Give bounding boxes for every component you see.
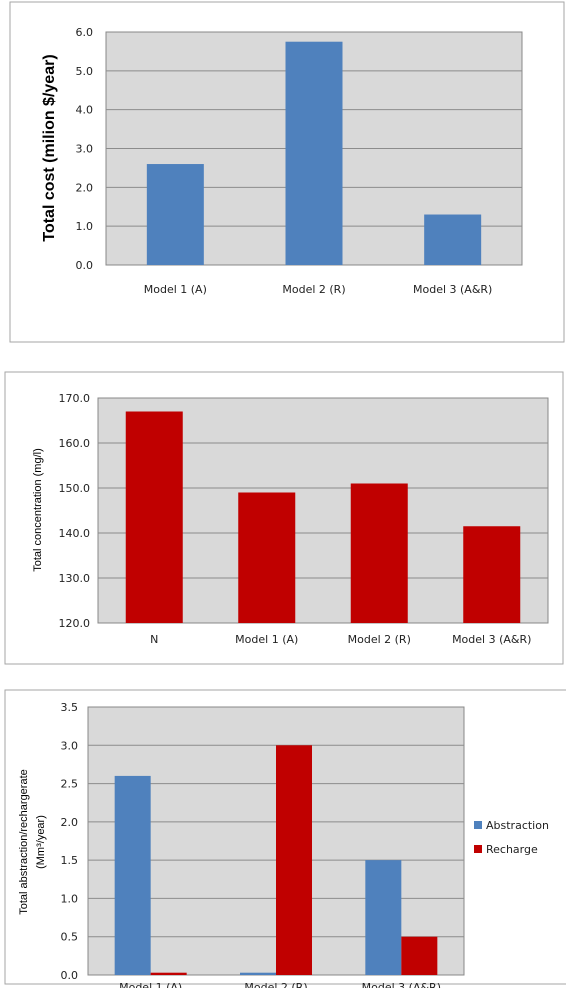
y-tick-label: 3.5 (61, 701, 79, 714)
x-category-label: Model 3 (A&R) (452, 633, 531, 646)
y-tick-label: 3.0 (76, 143, 94, 156)
y-tick-label: 2.0 (61, 816, 79, 829)
y-tick-label: 170.0 (59, 392, 91, 405)
bar (365, 860, 402, 975)
x-category-label: Model 3 (A&R) (362, 981, 441, 988)
y-tick-label: 120.0 (59, 617, 91, 630)
total-cost-chart: 0.0 1.0 2.0 3.0 4.0 5.0 6.0 Model 1 (A) Model 2… (9, 1, 565, 343)
y-tick-label: 160.0 (59, 437, 91, 450)
y-tick-label: 5.0 (76, 65, 94, 78)
total-concentration-chart: 120.0 130.0 140.0 150.0 160.0 170.0 N Model 1 … (4, 371, 564, 665)
y-tick-label: 0.0 (76, 259, 94, 272)
y-tick-label: 0.5 (61, 931, 79, 944)
x-category-label: Model 2 (R) (282, 283, 345, 296)
y-axis-label-line1: Total abstraction/rechargerate (18, 769, 30, 915)
legend: Abstraction Recharge (474, 819, 549, 856)
x-category-label: Model 1 (A) (235, 633, 298, 646)
bar (463, 526, 521, 623)
abstraction-recharge-chart: 0.0 0.5 1.0 1.5 2.0 2.5 3.0 3.5 Model 1 (A) Mode… (4, 689, 566, 988)
x-category-label: Model 2 (R) (348, 633, 411, 646)
bar (150, 972, 187, 975)
y-tick-label: 1.0 (76, 220, 94, 233)
x-category-label: Model 1 (A) (144, 283, 207, 296)
y-tick-label: 6.0 (76, 26, 94, 39)
legend-label-recharge: Recharge (486, 843, 538, 856)
y-tick-label: 140.0 (59, 527, 91, 540)
y-axis-label: Total cost (milion $/year) (41, 54, 58, 241)
y-axis-label: Total concentration (mg/l) (32, 448, 44, 572)
bar (240, 972, 276, 975)
y-tick-label: 4.0 (76, 104, 94, 117)
bar (125, 411, 183, 623)
legend-swatch-recharge (474, 845, 482, 853)
bar (238, 492, 296, 623)
x-category-label: Model 2 (R) (244, 981, 307, 988)
x-category-label: Model 3 (A&R) (413, 283, 492, 296)
y-tick-label: 0.0 (61, 969, 79, 982)
bar (424, 214, 482, 265)
y-tick-label: 2.0 (76, 181, 94, 194)
bar (276, 745, 312, 975)
bar (350, 483, 408, 623)
y-axis-label-line2: (Mm³/year) (35, 815, 47, 869)
y-tick-label: 3.0 (61, 739, 79, 752)
y-tick-label: 1.0 (61, 892, 79, 905)
y-tick-label: 1.5 (61, 854, 79, 867)
x-category-label: N (150, 633, 158, 646)
legend-label-abstraction: Abstraction (486, 819, 549, 832)
bar (401, 936, 438, 975)
legend-swatch-abstraction (474, 821, 482, 829)
bar (285, 41, 343, 266)
y-tick-label: 150.0 (59, 482, 91, 495)
y-tick-label: 130.0 (59, 572, 91, 585)
y-tick-label: 2.5 (61, 778, 79, 791)
x-category-label: Model 1 (A) (119, 981, 182, 988)
bar (146, 164, 204, 265)
bar (114, 775, 151, 975)
